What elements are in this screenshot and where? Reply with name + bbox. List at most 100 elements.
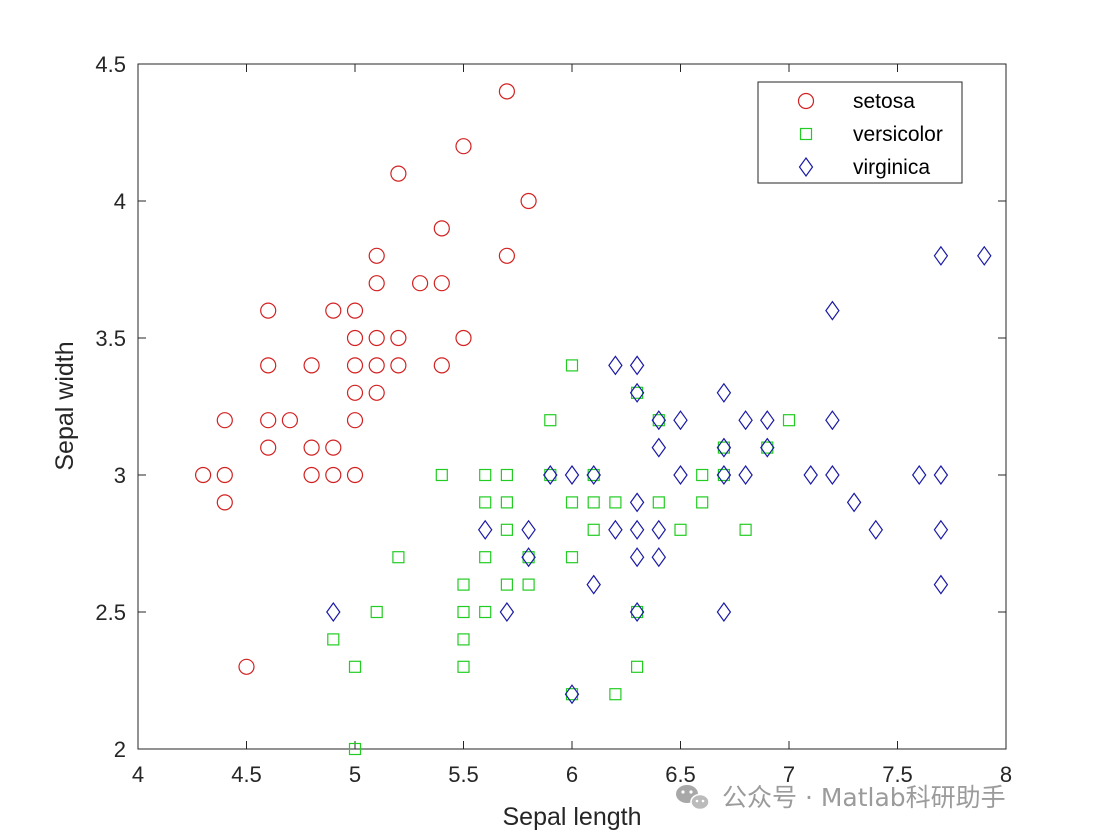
setosa-point [412, 275, 429, 292]
versicolor-point [348, 660, 362, 673]
versicolor-point [717, 468, 731, 482]
virginica-point [803, 464, 818, 486]
virginica-point [933, 574, 949, 595]
virginica-point [825, 464, 840, 486]
legend-marker-virginica [798, 156, 814, 178]
virginica-point [521, 519, 536, 540]
versicolor-point [457, 633, 470, 646]
versicolor-point [761, 441, 774, 454]
setosa-point [390, 165, 407, 182]
setosa-point [346, 384, 364, 401]
versicolor-point [544, 414, 557, 427]
virginica-point [933, 464, 949, 486]
virginica-point [738, 464, 753, 486]
legend-marker-setosa [797, 92, 815, 110]
setosa-point [390, 329, 407, 347]
legend-item-setosa: setosa [797, 90, 915, 113]
setosa-point [216, 412, 233, 429]
setosa-point [216, 466, 233, 484]
virginica-point [629, 519, 645, 540]
setosa-point [303, 357, 320, 374]
virginica-point [629, 547, 645, 568]
virginica-point [629, 601, 645, 623]
versicolor-point [457, 660, 470, 673]
setosa-point [455, 329, 472, 347]
setosa-point [520, 192, 537, 210]
y-tick-label: 3 [114, 463, 126, 488]
versicolor-point [370, 605, 383, 619]
virginica-point [825, 300, 840, 321]
versicolor-point [435, 468, 448, 482]
y-axis-label: Sepal width [51, 341, 79, 470]
versicolor-point [739, 523, 752, 536]
virginica-point [651, 547, 667, 568]
versicolor-point [500, 578, 513, 591]
x-axis: 4 4.5 5 5.5 6 6.5 7 7.5 8 [132, 64, 1012, 787]
legend-label: versicolor [853, 123, 943, 146]
versicolor-point [457, 578, 470, 591]
versicolor-point [587, 496, 600, 509]
x-axis-label: Sepal length [502, 803, 641, 831]
data-markers [195, 83, 992, 756]
legend-marker-versicolor [799, 127, 813, 141]
versicolor-point [348, 742, 362, 756]
x-tick-label: 4 [132, 762, 144, 787]
setosa-point [260, 412, 277, 429]
virginica-point [977, 245, 992, 266]
virginica-point [933, 519, 949, 540]
watermark: 公众号 · Matlab科研助手 [676, 783, 1006, 812]
virginica-point [825, 410, 840, 431]
virginica-point [586, 574, 601, 595]
versicolor-point [565, 359, 579, 372]
legend-label: setosa [853, 90, 915, 113]
virginica-point [673, 410, 688, 431]
setosa-point [260, 439, 277, 456]
virginica-point [564, 684, 580, 705]
y-tick-label: 2 [114, 737, 126, 762]
virginica-point [651, 410, 667, 431]
virginica-point [608, 355, 623, 376]
virginica-point [716, 601, 732, 623]
x-tick-label: 6 [566, 762, 578, 787]
versicolor-point [630, 660, 644, 673]
legend-box [757, 81, 963, 184]
versicolor-point [587, 523, 600, 536]
virginica-point [760, 410, 775, 431]
versicolor-point [652, 414, 665, 427]
versicolor-point [479, 496, 492, 509]
setosa-point [498, 83, 515, 100]
x-tick-label: 7.5 [882, 762, 913, 787]
versicolor-point [652, 496, 665, 509]
y-tick-label: 4.5 [95, 52, 126, 77]
virginica-point [760, 437, 775, 458]
setosa-point [346, 329, 364, 347]
versicolor-point [717, 441, 731, 454]
x-tick-label: 7 [783, 762, 795, 787]
versicolor-point [630, 605, 644, 619]
setosa-point [260, 357, 277, 374]
wechat-icon [676, 785, 710, 811]
x-tick-label: 8 [1000, 762, 1012, 787]
versicolor-point [674, 523, 687, 536]
versicolor-point [565, 496, 579, 509]
versicolor-point [500, 496, 513, 509]
setosa-point [346, 357, 364, 374]
y-axis: 2 2.5 3 3.5 4 4.5 [95, 52, 1006, 762]
versicolor-point [479, 468, 492, 482]
y-tick-label: 2.5 [95, 600, 126, 625]
virginica-point [608, 519, 623, 540]
setosa-point [303, 466, 320, 484]
virginica-point [564, 464, 580, 486]
virginica-point [738, 410, 753, 431]
setosa-point [368, 384, 385, 401]
setosa-point [368, 357, 385, 374]
virginica-point [716, 382, 732, 403]
legend-label: virginica [853, 156, 930, 179]
setosa-point [195, 466, 212, 484]
versicolor-point [696, 496, 709, 509]
watermark-text: 公众号 · Matlab科研助手 [722, 783, 1006, 812]
versicolor-point [609, 688, 622, 701]
virginica-point [586, 464, 601, 486]
setosa-point [368, 329, 385, 347]
